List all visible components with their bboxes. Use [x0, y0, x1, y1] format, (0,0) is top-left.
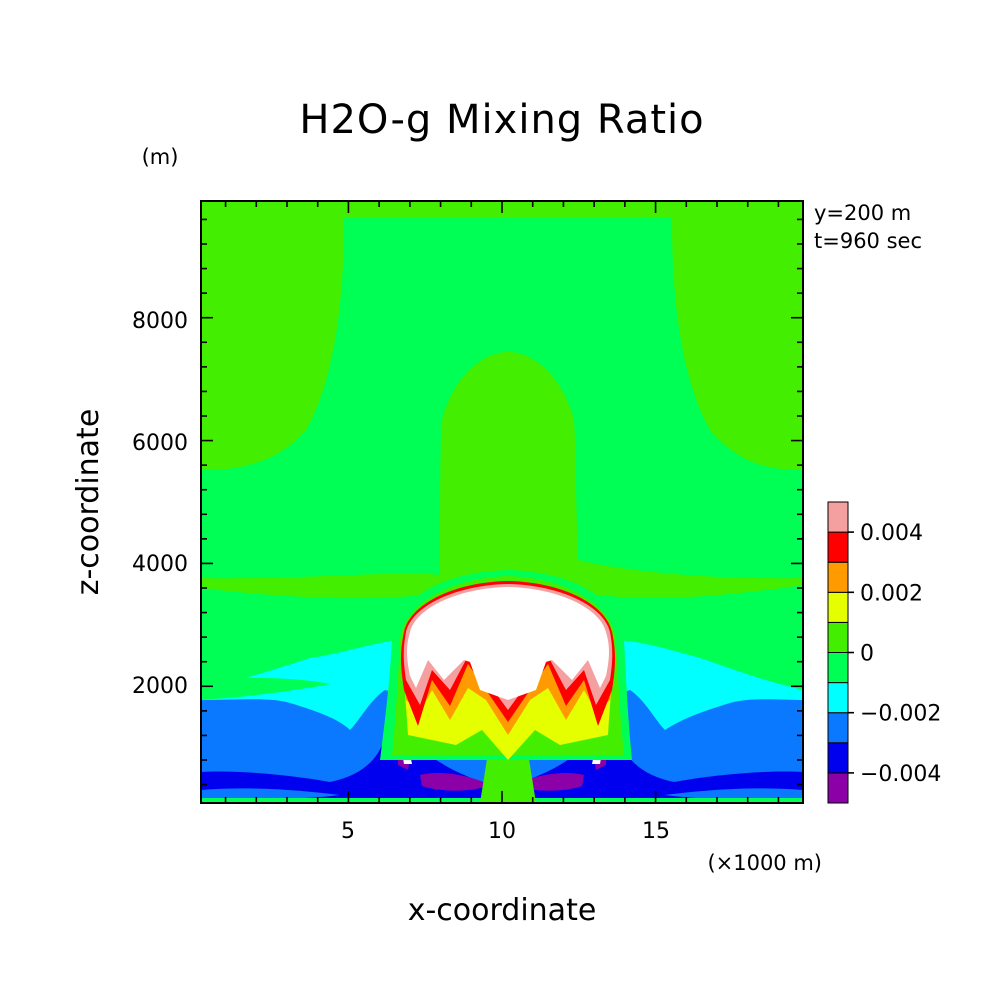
- annotation-time: t=960 sec: [814, 229, 922, 253]
- colorbar-swatch: [827, 591, 849, 623]
- contour-blue-stripe-right: [664, 788, 803, 800]
- colorbar-tick-label: 0.002: [860, 581, 923, 606]
- plot-area: [201, 201, 803, 803]
- axis-ticks: [201, 201, 803, 803]
- colorbar-swatch: [827, 501, 849, 533]
- contour-field: [201, 201, 803, 803]
- colorbar-tick-label: 0.004: [860, 521, 923, 546]
- colorbar-swatch: [827, 772, 849, 804]
- chart-title: H2O-g Mixing Ratio: [299, 97, 704, 143]
- contour-cloud-core: [407, 587, 609, 700]
- colorbar-swatch: [827, 531, 849, 563]
- colorbar-swatch: [827, 742, 849, 774]
- colorbar-swatch: [827, 682, 849, 714]
- x-axis-label: x-coordinate: [408, 893, 597, 928]
- colorbar-swatch: [827, 712, 849, 744]
- contour-central-plume: [201, 352, 803, 599]
- y-tick-label: 2000: [132, 674, 188, 699]
- y-tick-label: 8000: [132, 309, 188, 334]
- colorbar-tick-label: −0.004: [860, 762, 941, 787]
- colorbar: −0.004 −0.002 0 0.002 0.004: [827, 501, 941, 804]
- annotation-y-position: y=200 m: [814, 201, 911, 225]
- y-unit-label: (m): [142, 145, 179, 169]
- colorbar-tick-label: −0.002: [860, 702, 941, 727]
- contour-upper-tongue: [201, 201, 803, 470]
- y-tick-label: 4000: [132, 552, 188, 577]
- x-tick-label: 15: [642, 819, 670, 844]
- colorbar-swatch: [827, 652, 849, 684]
- contour-cyan-notch: [201, 677, 330, 700]
- y-axis-label: z-coordinate: [71, 409, 106, 596]
- x-unit-label: (×1000 m): [707, 851, 822, 875]
- x-tick-label: 5: [341, 819, 355, 844]
- colorbar-tick-label: 0: [860, 642, 874, 667]
- x-tick-label: 10: [488, 819, 516, 844]
- contour-blue-stripe-left: [201, 788, 340, 800]
- colorbar-swatch: [827, 561, 849, 593]
- y-tick-label: 6000: [132, 431, 188, 456]
- contour-purple-left: [420, 773, 490, 791]
- colorbar-swatch: [827, 621, 849, 654]
